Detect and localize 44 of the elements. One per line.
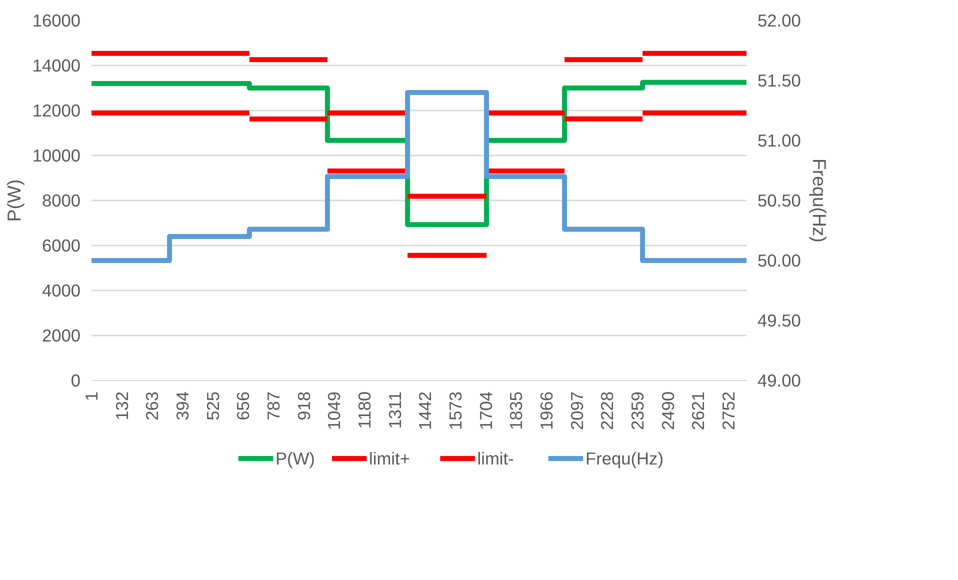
x-tick-label: 525: [202, 391, 223, 420]
y-tick-label: 12000: [32, 100, 80, 120]
x-tick-label: 1442: [415, 391, 436, 430]
x-tick-label: 2621: [688, 391, 708, 430]
x-tick-label: 2359: [627, 391, 648, 430]
y2-tick-label: 49.00: [758, 370, 801, 390]
x-tick-label: 1704: [476, 391, 496, 430]
y2-axis-title: Frequ(Hz): [808, 158, 830, 242]
x-tick-label: 2490: [658, 391, 678, 430]
legend-label: limit-: [477, 448, 514, 468]
x-tick-label: 2097: [566, 391, 587, 430]
legend-label: Frequ(Hz): [585, 448, 664, 468]
x-tick-label: 1966: [536, 391, 556, 430]
x-tick-label: 394: [172, 391, 192, 420]
legend-label: P(W): [275, 448, 315, 468]
y-tick-label: 0: [70, 370, 81, 390]
y-tick-label: 8000: [42, 190, 81, 210]
y2-tick-label: 50.00: [758, 250, 801, 270]
x-tick-label: 263: [142, 391, 162, 420]
x-tick-label: 1573: [445, 391, 466, 430]
x-tick-label: 2228: [597, 391, 618, 430]
y2-tick-label: 52.00: [758, 10, 801, 30]
y-tick-label: 16000: [32, 10, 80, 30]
y-axis-title: P(W): [3, 179, 24, 222]
y2-tick-label: 51.50: [758, 70, 801, 90]
x-tick-label: 1835: [506, 391, 526, 430]
y2-tick-label: 49.50: [758, 310, 801, 330]
y2-tick-label: 50.50: [758, 190, 801, 210]
y-tick-label: 2000: [42, 326, 81, 346]
x-tick-label: 787: [263, 391, 284, 420]
x-tick-label: 1049: [324, 391, 344, 430]
x-tick-label: 656: [233, 391, 254, 420]
x-tick-label: 1180: [354, 391, 374, 429]
y-tick-label: 10000: [32, 146, 80, 166]
legend-label: limit+: [369, 448, 410, 468]
x-tick-label: 2752: [718, 391, 738, 430]
x-tick-label: 918: [294, 391, 314, 420]
y-tick-label: 14000: [32, 56, 80, 76]
y2-tick-label: 51.00: [758, 130, 801, 150]
x-tick-label: 132: [112, 391, 132, 420]
x-tick-label: 1: [82, 391, 102, 402]
x-tick-label: 1311: [384, 391, 405, 429]
y-tick-label: 6000: [42, 236, 81, 256]
y-tick-label: 4000: [42, 280, 81, 300]
